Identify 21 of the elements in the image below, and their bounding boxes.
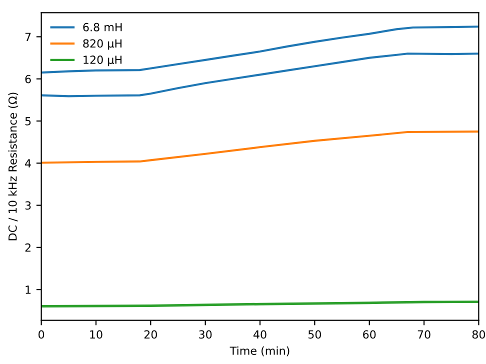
x-tick-label: 0: [38, 330, 44, 339]
y-tick-label: 1: [26, 286, 31, 294]
x-tick-label: 80: [472, 330, 486, 339]
y-tick-label: 4: [25, 159, 31, 168]
y-tick-label: 5: [25, 117, 31, 126]
y-axis-title: DC / 10 kHz Resistance (Ω): [8, 92, 18, 240]
x-tick-label: 10: [90, 330, 102, 339]
legend-label: 120 µH: [84, 56, 122, 66]
legend-label: 6.8 mH: [83, 22, 122, 32]
y-tick-label: 7: [25, 32, 31, 41]
x-tick-label: 50: [308, 330, 322, 339]
x-tick-label: 70: [418, 330, 430, 339]
x-tick-label: 40: [253, 330, 266, 339]
x-tick-label: 30: [199, 330, 212, 339]
y-tick-label: 2: [25, 243, 30, 252]
legend-label: 820 µH: [83, 39, 122, 50]
x-tick-label: 20: [144, 330, 157, 339]
x-tick-label: 60: [363, 330, 376, 339]
x-axis-title: Time (min): [230, 346, 290, 356]
y-tick-label: 3: [25, 201, 31, 210]
y-tick-label: 6: [25, 74, 31, 84]
